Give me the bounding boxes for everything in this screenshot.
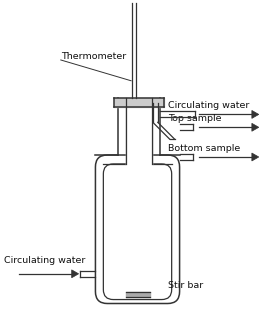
- Polygon shape: [72, 270, 79, 278]
- Polygon shape: [252, 153, 259, 161]
- Polygon shape: [252, 110, 259, 118]
- Text: Top sample: Top sample: [168, 114, 221, 123]
- Text: Bottom sample: Bottom sample: [168, 144, 240, 153]
- Polygon shape: [252, 123, 259, 131]
- Text: Circulating water: Circulating water: [168, 101, 249, 110]
- Text: Stir bar: Stir bar: [168, 281, 203, 290]
- Text: Thermometer: Thermometer: [61, 51, 126, 61]
- FancyBboxPatch shape: [103, 164, 172, 300]
- Text: Circulating water: Circulating water: [4, 256, 86, 266]
